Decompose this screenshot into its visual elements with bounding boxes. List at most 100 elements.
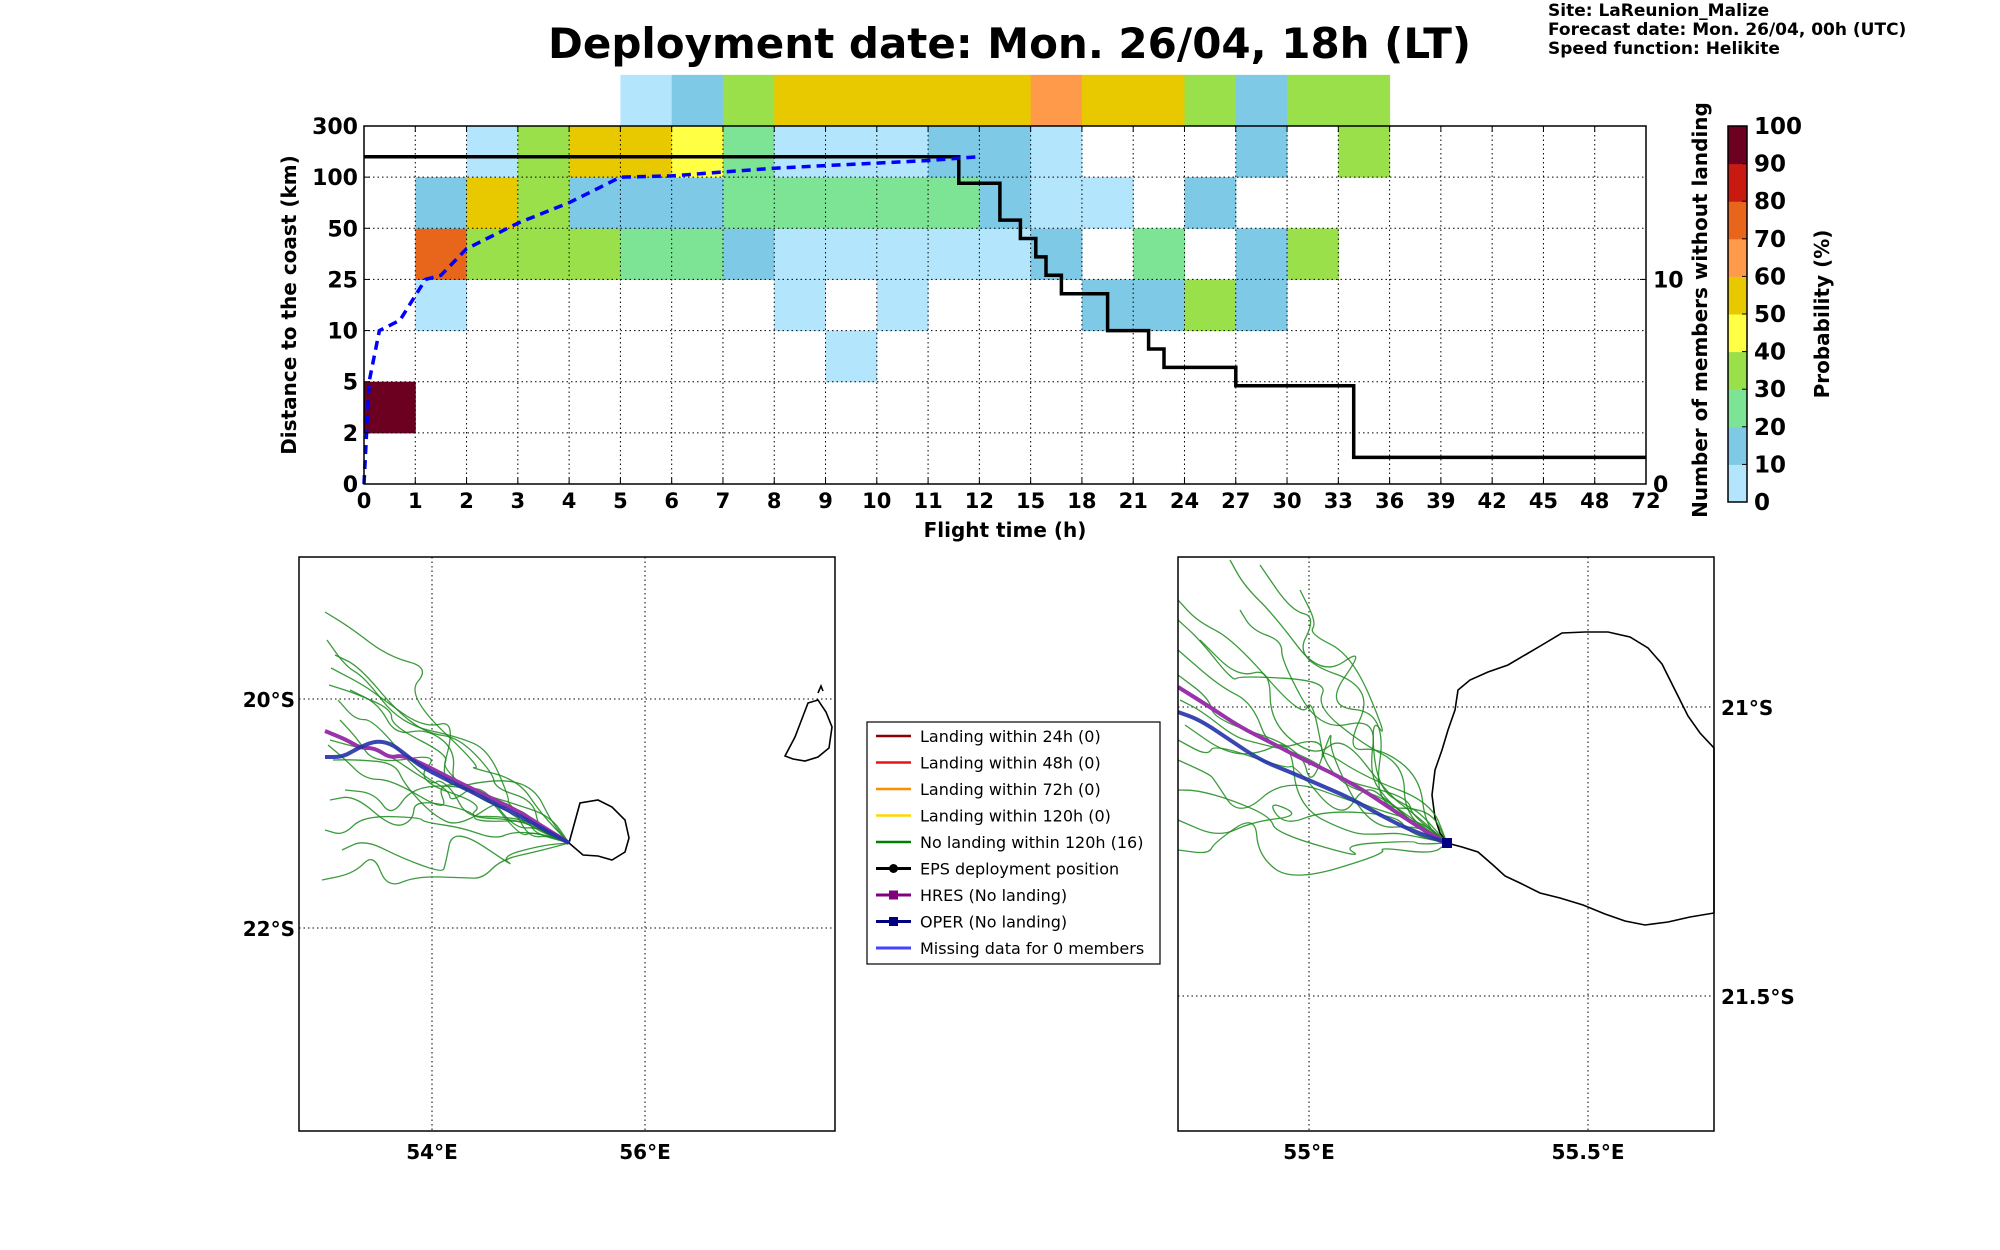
x-tick-label: 9 <box>818 489 833 513</box>
ensemble-track <box>334 654 570 844</box>
ensemble-track <box>349 689 570 844</box>
distance-curve <box>362 154 980 485</box>
x-tick-label: 33 <box>1324 489 1353 513</box>
ensemble-track <box>1178 789 1448 855</box>
longitude-label: 55°E <box>1283 1140 1335 1164</box>
latitude-label: 21°S <box>1721 696 1773 720</box>
x-tick-label: 39 <box>1426 489 1455 513</box>
legend-label: OPER (No landing) <box>920 913 1067 932</box>
heatmap-cell <box>876 279 929 332</box>
heatmap-frame <box>363 125 1647 485</box>
colorbar-segment <box>1728 389 1747 428</box>
legend-label: Landing within 24h (0) <box>920 727 1101 746</box>
ensemble-track <box>327 744 570 844</box>
x-tick-label: 42 <box>1478 489 1507 513</box>
heatmap-cell <box>928 228 980 280</box>
heatmap-cell <box>1030 126 1083 178</box>
ensemble-track <box>1178 619 1448 844</box>
heatmap-cell <box>620 228 673 280</box>
heatmap-cell <box>569 177 621 229</box>
x-tick-label: 10 <box>862 489 891 513</box>
speed-function-label: Speed function: Helikite <box>1548 39 1780 59</box>
heatmap-cell <box>774 228 827 280</box>
colorbar-tick-label: 100 <box>1754 114 1802 140</box>
heatmap-cell <box>1287 74 1339 127</box>
heatmap-cell <box>825 126 878 178</box>
heatmap-cell <box>1184 177 1237 229</box>
colorbar-tick-label: 30 <box>1754 377 1786 403</box>
heatmap-cell <box>620 126 673 178</box>
longitude-label: 55.5°E <box>1551 1140 1624 1164</box>
coastline <box>817 683 824 694</box>
legend-label: Landing within 48h (0) <box>920 754 1101 773</box>
colorbar-tick-label: 20 <box>1754 415 1786 441</box>
ensemble-track <box>1199 639 1448 844</box>
heatmap-cell <box>928 177 980 229</box>
heatmap-cell <box>825 177 878 229</box>
heatmap-cell <box>415 279 468 332</box>
colorbar-segment <box>1728 276 1747 315</box>
colorbar-tick-label: 60 <box>1754 264 1786 290</box>
heatmap-cell <box>671 177 724 229</box>
y-tick-label: 5 <box>343 371 358 396</box>
x-tick-label: 27 <box>1221 489 1250 513</box>
colorbar-segment <box>1728 351 1747 390</box>
legend-label: EPS deployment position <box>920 860 1119 879</box>
heatmap-cell <box>722 177 775 229</box>
heatmap-cell <box>928 126 980 178</box>
y-axis-label: Distance to the coast (km) <box>277 155 301 455</box>
ensemble-track <box>1229 559 1448 844</box>
heatmap-cell <box>517 228 570 280</box>
x-tick-label: 48 <box>1580 489 1609 513</box>
y2-axis-label: Number of members without landing <box>1688 102 1712 518</box>
heatmap-cell <box>1235 74 1288 127</box>
colorbar-segment <box>1728 163 1747 202</box>
heatmap-cell <box>825 74 878 127</box>
colorbar-tick-label: 50 <box>1754 302 1786 328</box>
x-tick-label: 24 <box>1170 489 1199 513</box>
site-label: Site: LaReunion_Malize <box>1548 1 1770 21</box>
ensemble-track <box>1184 724 1448 844</box>
heatmap-cell <box>671 126 724 178</box>
ensemble-track <box>1178 674 1448 844</box>
x-tick-label: 6 <box>664 489 679 513</box>
no-landing-members-line <box>364 154 1646 460</box>
legend-marker-square <box>889 917 898 926</box>
colorbar-segment <box>1728 238 1747 277</box>
heatmap-cell <box>876 177 929 229</box>
ensemble-track <box>324 611 570 844</box>
heatmap-cell <box>825 330 878 383</box>
y2-tick-label: 0 <box>1653 473 1668 498</box>
heatmap-cell <box>1235 279 1288 332</box>
heatmap-cell <box>1081 74 1134 127</box>
heatmap-cell <box>774 126 827 178</box>
colorbar-label: Probability (%) <box>1810 230 1834 399</box>
heatmap-cell <box>466 126 519 178</box>
deployment-marker <box>1442 838 1452 848</box>
x-tick-label: 18 <box>1067 489 1096 513</box>
legend-label: Landing within 120h (0) <box>920 807 1111 826</box>
x-tick-label: 12 <box>965 489 994 513</box>
ensemble-track <box>341 835 570 871</box>
heatmap-cell <box>774 279 827 332</box>
y-tick-label: 100 <box>312 166 358 191</box>
y-tick-label: 50 <box>327 217 358 242</box>
ensemble-track <box>339 719 570 844</box>
legend-marker-circle <box>889 864 898 873</box>
heatmap-cell <box>774 74 827 127</box>
heatmap-cell <box>1133 228 1185 280</box>
x-tick-label: 5 <box>613 489 628 513</box>
ensemble-track <box>337 699 570 844</box>
x-tick-label: 30 <box>1272 489 1301 513</box>
legend-marker-square <box>889 890 898 900</box>
heatmap-cell <box>517 126 570 178</box>
legend-label: Landing within 72h (0) <box>920 780 1101 799</box>
x-tick-label: 72 <box>1631 489 1660 513</box>
ensemble-track <box>1178 759 1448 844</box>
heatmap-cell <box>620 74 673 127</box>
heatmap-cell <box>1030 74 1083 127</box>
y-tick-label: 0 <box>343 473 358 498</box>
map-frame <box>1177 556 1715 1132</box>
heatmap-cell <box>517 177 570 229</box>
